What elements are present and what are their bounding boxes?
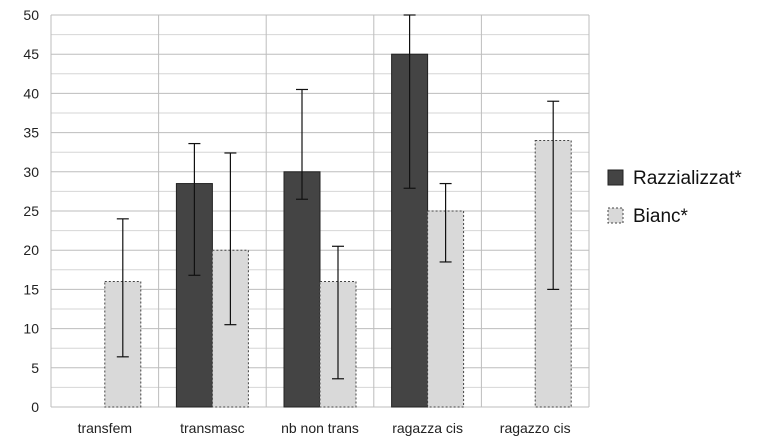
y-tick-label: 50 [23,7,39,23]
legend: Razzializzat* Bianc* [607,168,742,227]
y-tick-label: 10 [23,321,39,337]
y-tick-label: 15 [23,281,39,297]
y-tick-label: 45 [23,46,39,62]
legend-label: Bianc* [633,206,689,227]
y-tick-label: 40 [23,85,39,101]
x-tick-label: nb non trans [281,420,359,436]
y-tick-label: 20 [23,242,39,258]
legend-swatch [607,169,624,186]
y-tick-label: 25 [23,203,39,219]
y-tick-label: 0 [31,399,39,415]
x-tick-label: transfem [78,420,132,436]
x-tick-label: ragazzo cis [500,420,571,436]
x-tick-label: transmasc [180,420,245,436]
legend-swatch [607,207,624,224]
y-tick-label: 30 [23,164,39,180]
axis-layer: 0 5 10 15 20 25 30 35 40 45 50 transfem transmasc nb … [23,7,570,436]
y-tick-label: 35 [23,125,39,141]
bar [283,171,321,408]
y-tick-label: 5 [31,360,39,376]
legend-label: Razzializzat* [633,168,742,189]
x-tick-label: ragazza cis [392,420,463,436]
error-bars-layer [116,14,560,380]
